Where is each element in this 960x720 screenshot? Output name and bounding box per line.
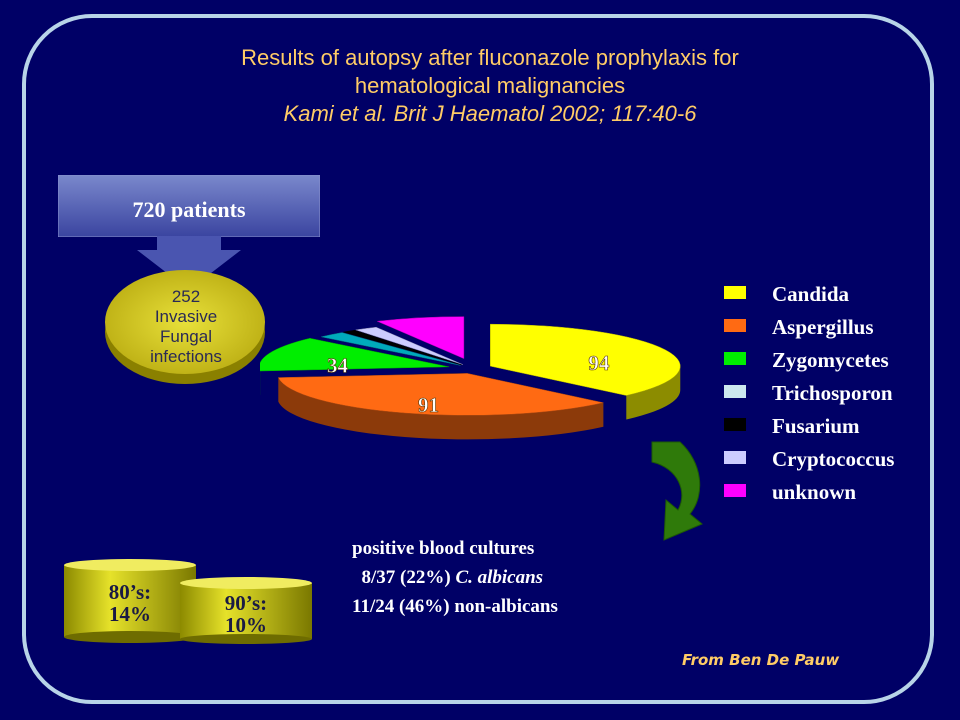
pie-data-label: 34 (327, 354, 349, 378)
infections-line: Invasive (154, 307, 218, 326)
title-line-1: Results of autopsy after fluconazole pro… (241, 45, 739, 70)
title-line-2: hematological malignancies (354, 73, 626, 98)
slide-title: Results of autopsy after fluconazole pro… (120, 44, 860, 128)
source-credit: From Ben De Pauw (682, 651, 840, 669)
pie-slice-unknown (376, 316, 465, 360)
pie-data-label: 94 (588, 351, 610, 375)
slide-frame (22, 14, 934, 704)
patients-label: 720 patients (132, 197, 246, 222)
pie-slice-top (260, 338, 450, 372)
pie-slice-zygomycetes (260, 338, 450, 396)
pie-slice-top (490, 323, 681, 396)
decade-name: 90’s: (224, 591, 268, 615)
albicans-count: 8/37 (22%) (352, 567, 456, 588)
infections-line: Fungal (160, 327, 212, 346)
curved-arrow-icon (651, 441, 703, 541)
pie-slice-top (321, 332, 461, 366)
legend-swatch (724, 484, 746, 497)
albicans-species: C. albicans (455, 567, 544, 588)
pie-slice-side (278, 377, 604, 440)
pie-slice-top (376, 316, 465, 360)
cultures-nonalbicans: 11/24 (46%) non-albicans (352, 596, 558, 617)
decade-cylinders (64, 559, 312, 644)
pie-slice-fusarium (343, 329, 462, 366)
legend-item: Candida (724, 282, 960, 308)
legend-swatch (724, 286, 746, 299)
infections-line: 252 (171, 287, 201, 306)
blood-cultures: positive blood cultures 8/37 (22%) C. al… (352, 534, 558, 621)
decade-percent: 10% (225, 613, 267, 637)
legend-label: Cryptococcus (772, 447, 895, 471)
decade-name: 80’s: (108, 580, 152, 604)
infections-line: infections (150, 347, 222, 366)
patients-arrow (58, 175, 320, 237)
legend-item: Zygomycetes (724, 348, 960, 374)
legend-label: unknown (772, 480, 857, 504)
infections-disc (105, 270, 265, 384)
cultures-albicans: 8/37 (22%) C. albicans (352, 563, 558, 592)
cultures-heading: positive blood cultures (352, 538, 535, 559)
legend-item: unknown (724, 480, 960, 506)
legend-swatch (724, 418, 746, 431)
legend-label: Trichosporon (772, 381, 893, 405)
legend-label: Zygomycetes (772, 348, 889, 372)
pie-slice-cryptococcus (355, 326, 463, 365)
legend-swatch (724, 451, 746, 464)
legend-item: Cryptococcus (724, 447, 960, 473)
legend-item: Trichosporon (724, 381, 960, 407)
infections-label: 252 Invasive Fungal infections (107, 287, 265, 367)
decade-80s-label: 80’s: 14% (64, 581, 196, 625)
legend-swatch (724, 385, 746, 398)
pie-data-label: 91 (418, 393, 439, 417)
legend-label: Aspergillus (772, 315, 874, 339)
legend-label: Candida (772, 282, 850, 306)
pie-chart: 94 91 34 (260, 316, 681, 440)
legend-item: Fusarium (724, 414, 960, 440)
pie-slice-aspergillus (277, 373, 604, 440)
pie-slice-trichosporon (321, 332, 461, 366)
legend-label: Fusarium (772, 414, 860, 438)
pie-slice-candida (490, 323, 681, 420)
pie-slice-top (343, 329, 462, 366)
legend-item: Aspergillus (724, 315, 960, 341)
cylinder-90s (180, 577, 312, 644)
decade-percent: 14% (109, 602, 151, 626)
cylinder-80s (64, 559, 196, 643)
pie-slice-top (355, 326, 463, 365)
pie-slice-side (626, 366, 681, 420)
pie-slice-top (277, 373, 604, 416)
legend-swatch (724, 319, 746, 332)
down-arrow-icon (137, 236, 241, 290)
decade-90s-label: 90’s: 10% (180, 592, 312, 636)
legend-swatch (724, 352, 746, 365)
title-citation: Kami et al. Brit J Haematol 2002; 117:40… (283, 101, 697, 126)
